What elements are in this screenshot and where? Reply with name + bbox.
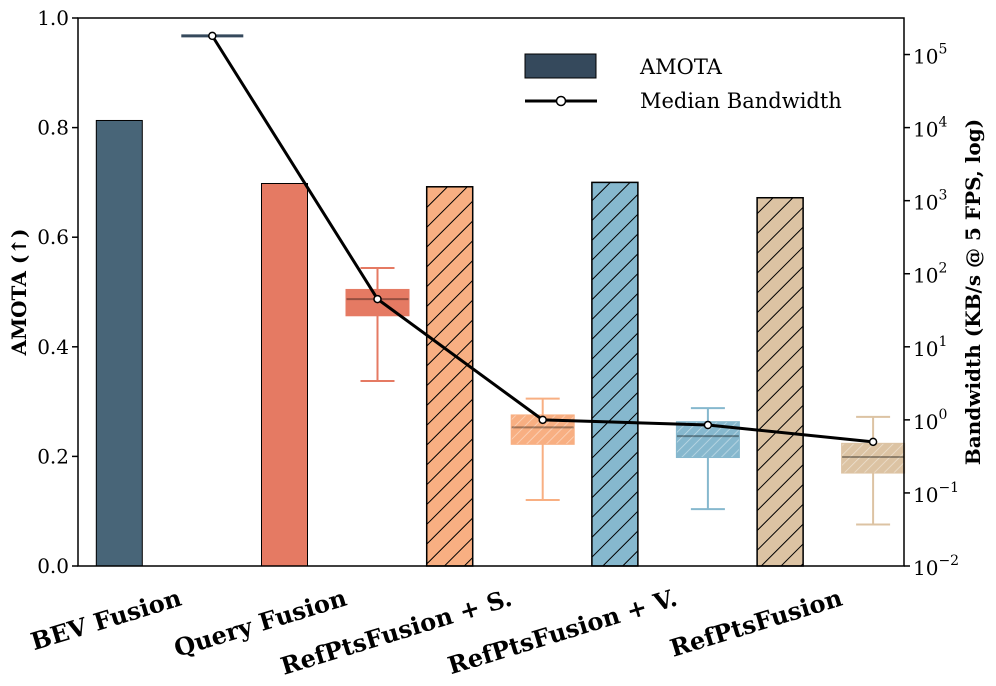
left-tick-label: 0.6 bbox=[37, 225, 69, 249]
legend-label-bandwidth: Median Bandwidth bbox=[640, 89, 842, 113]
legend: AMOTA Median Bandwidth bbox=[524, 53, 842, 113]
left-tick-label: 0.0 bbox=[37, 554, 69, 578]
right-axis-title: Bandwidth (KB/s @ 5 FPS, log) bbox=[961, 119, 985, 465]
amota-bar bbox=[261, 182, 308, 567]
right-tick-label: 10−1 bbox=[913, 480, 959, 507]
bandwidth-box bbox=[510, 397, 575, 502]
median-bandwidth-line bbox=[208, 31, 878, 447]
left-axis: 0.0 0.2 0.4 0.6 0.8 1.0 bbox=[37, 6, 78, 578]
bandwidth-box-hatch bbox=[842, 443, 905, 473]
left-axis-title: AMOTA (↑) bbox=[7, 228, 31, 356]
right-axis: 10−2 10−1 100 101 102 103 104 105 bbox=[904, 42, 959, 580]
amota-bar-hatch bbox=[756, 196, 804, 567]
median-bandwidth-point bbox=[208, 31, 217, 41]
median-bandwidth-point bbox=[703, 420, 713, 430]
bandwidth-box bbox=[345, 266, 410, 383]
left-tick-label: 1.0 bbox=[37, 6, 69, 30]
amota-bars bbox=[95, 119, 804, 567]
category-label: BEV Fusion bbox=[27, 583, 184, 656]
right-tick-label: 103 bbox=[913, 188, 947, 215]
legend-swatch-marker bbox=[555, 95, 567, 107]
left-tick-label: 0.2 bbox=[37, 444, 69, 468]
right-tick-label: 102 bbox=[913, 261, 947, 288]
median-bandwidth-point bbox=[373, 294, 382, 304]
right-tick-label: 105 bbox=[913, 42, 947, 69]
left-tick-label: 0.4 bbox=[37, 335, 69, 359]
plot-frame bbox=[77, 17, 905, 567]
bandwidth-box bbox=[841, 415, 906, 526]
legend-swatch-amota bbox=[524, 53, 597, 79]
category-label: RefPtsFusion bbox=[666, 583, 845, 663]
right-tick-label: 101 bbox=[913, 334, 947, 361]
left-tick-label: 0.8 bbox=[37, 116, 69, 140]
median-bandwidth-point bbox=[538, 415, 547, 425]
legend-label-amota: AMOTA bbox=[639, 55, 723, 79]
right-tick-label: 10−2 bbox=[913, 553, 959, 580]
amota-bar-hatch bbox=[425, 186, 474, 567]
right-tick-label: 104 bbox=[913, 115, 947, 142]
median-bandwidth-point bbox=[868, 437, 878, 447]
amota-bar bbox=[95, 119, 143, 567]
amota-bar-hatch bbox=[591, 181, 639, 567]
right-tick-label: 100 bbox=[913, 407, 947, 434]
